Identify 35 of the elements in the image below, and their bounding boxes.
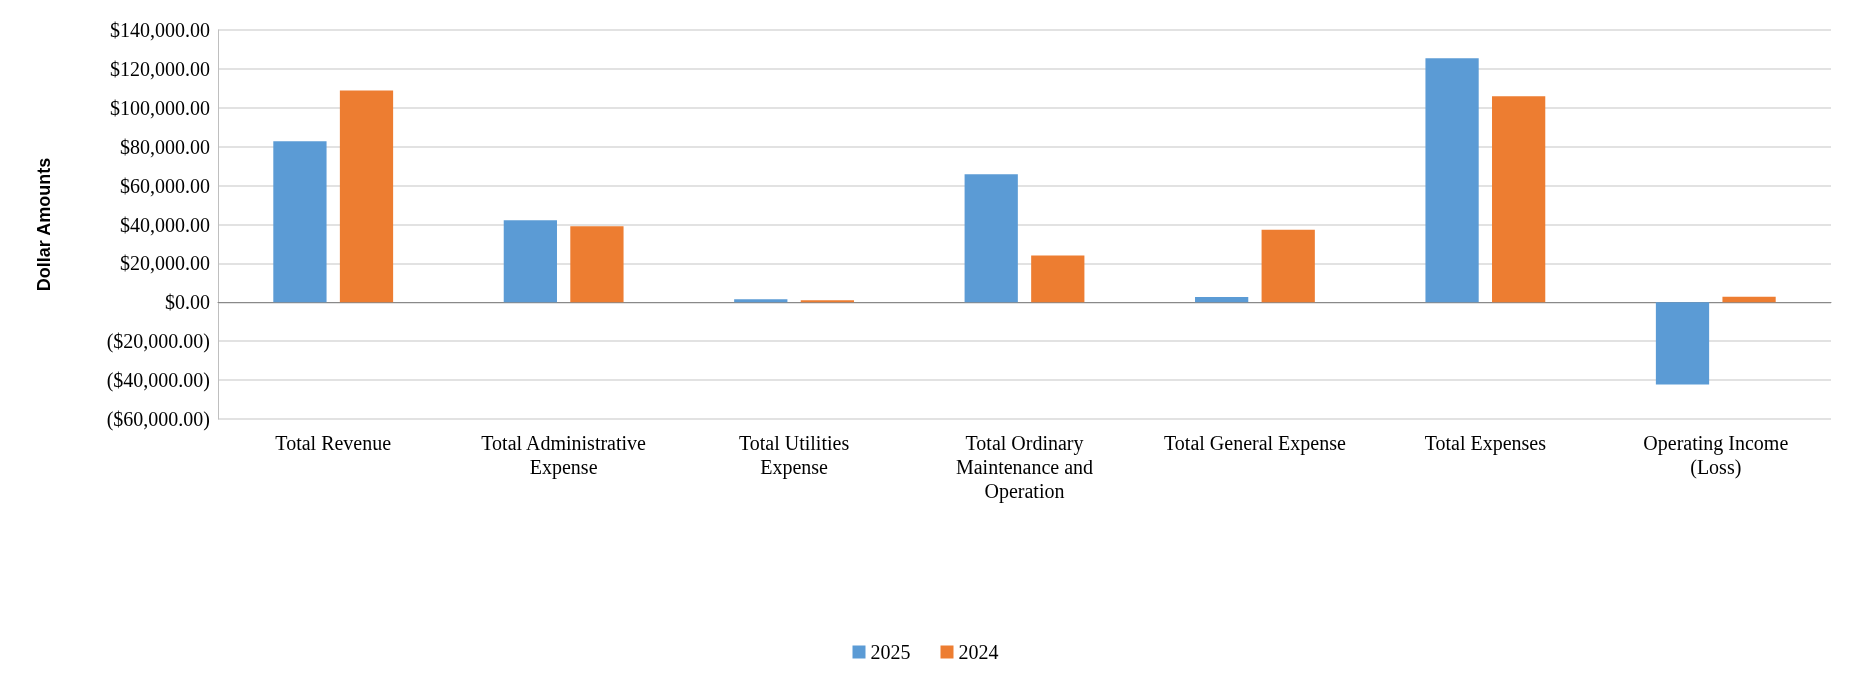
y-tick-label: $140,000.00 xyxy=(110,19,210,41)
bar xyxy=(1261,229,1315,303)
x-tick-label: Total Utilities Expense xyxy=(738,432,850,479)
bar xyxy=(503,220,557,303)
y-tick-label: $40,000.00 xyxy=(120,213,210,236)
bar xyxy=(1425,58,1479,303)
legend-label: 2024 xyxy=(958,641,999,663)
y-tick-label: $100,000.00 xyxy=(110,96,210,119)
x-tick-label: Total Expenses xyxy=(1424,432,1547,455)
y-tick-label: $20,000.00 xyxy=(120,252,210,275)
bar xyxy=(964,174,1018,303)
x-tick-label: Total Ordinary Maintenance and Operation xyxy=(955,432,1094,503)
bar xyxy=(570,226,624,303)
y-tick-label: $80,000.00 xyxy=(120,135,210,158)
y-tick-label: ($60,000.00) xyxy=(106,408,210,431)
bar xyxy=(1655,302,1710,385)
y-tick-label: $120,000.00 xyxy=(110,57,210,80)
y-tick-label: $0.00 xyxy=(165,291,210,314)
y-tick-label: ($40,000.00) xyxy=(106,369,210,393)
y-tick-label: ($20,000.00) xyxy=(106,330,210,354)
x-tick-label: Total General Expense xyxy=(1164,432,1346,455)
bar xyxy=(273,141,327,303)
bar xyxy=(1492,96,1546,303)
x-tick-label: Operating Income (Loss) xyxy=(1643,432,1789,479)
bar xyxy=(1722,296,1776,303)
bar xyxy=(800,300,854,303)
legend-label: 2025 xyxy=(870,641,911,663)
bar xyxy=(1195,297,1249,303)
y-axis-title: Dollar Amounts xyxy=(34,157,54,292)
x-tick-label: Total Administrative Expense xyxy=(481,432,647,479)
bar xyxy=(339,90,394,303)
bar xyxy=(1031,255,1085,303)
x-tick-label: Total Revenue xyxy=(275,432,392,454)
y-tick-label: $60,000.00 xyxy=(120,174,210,197)
bar xyxy=(734,299,788,303)
